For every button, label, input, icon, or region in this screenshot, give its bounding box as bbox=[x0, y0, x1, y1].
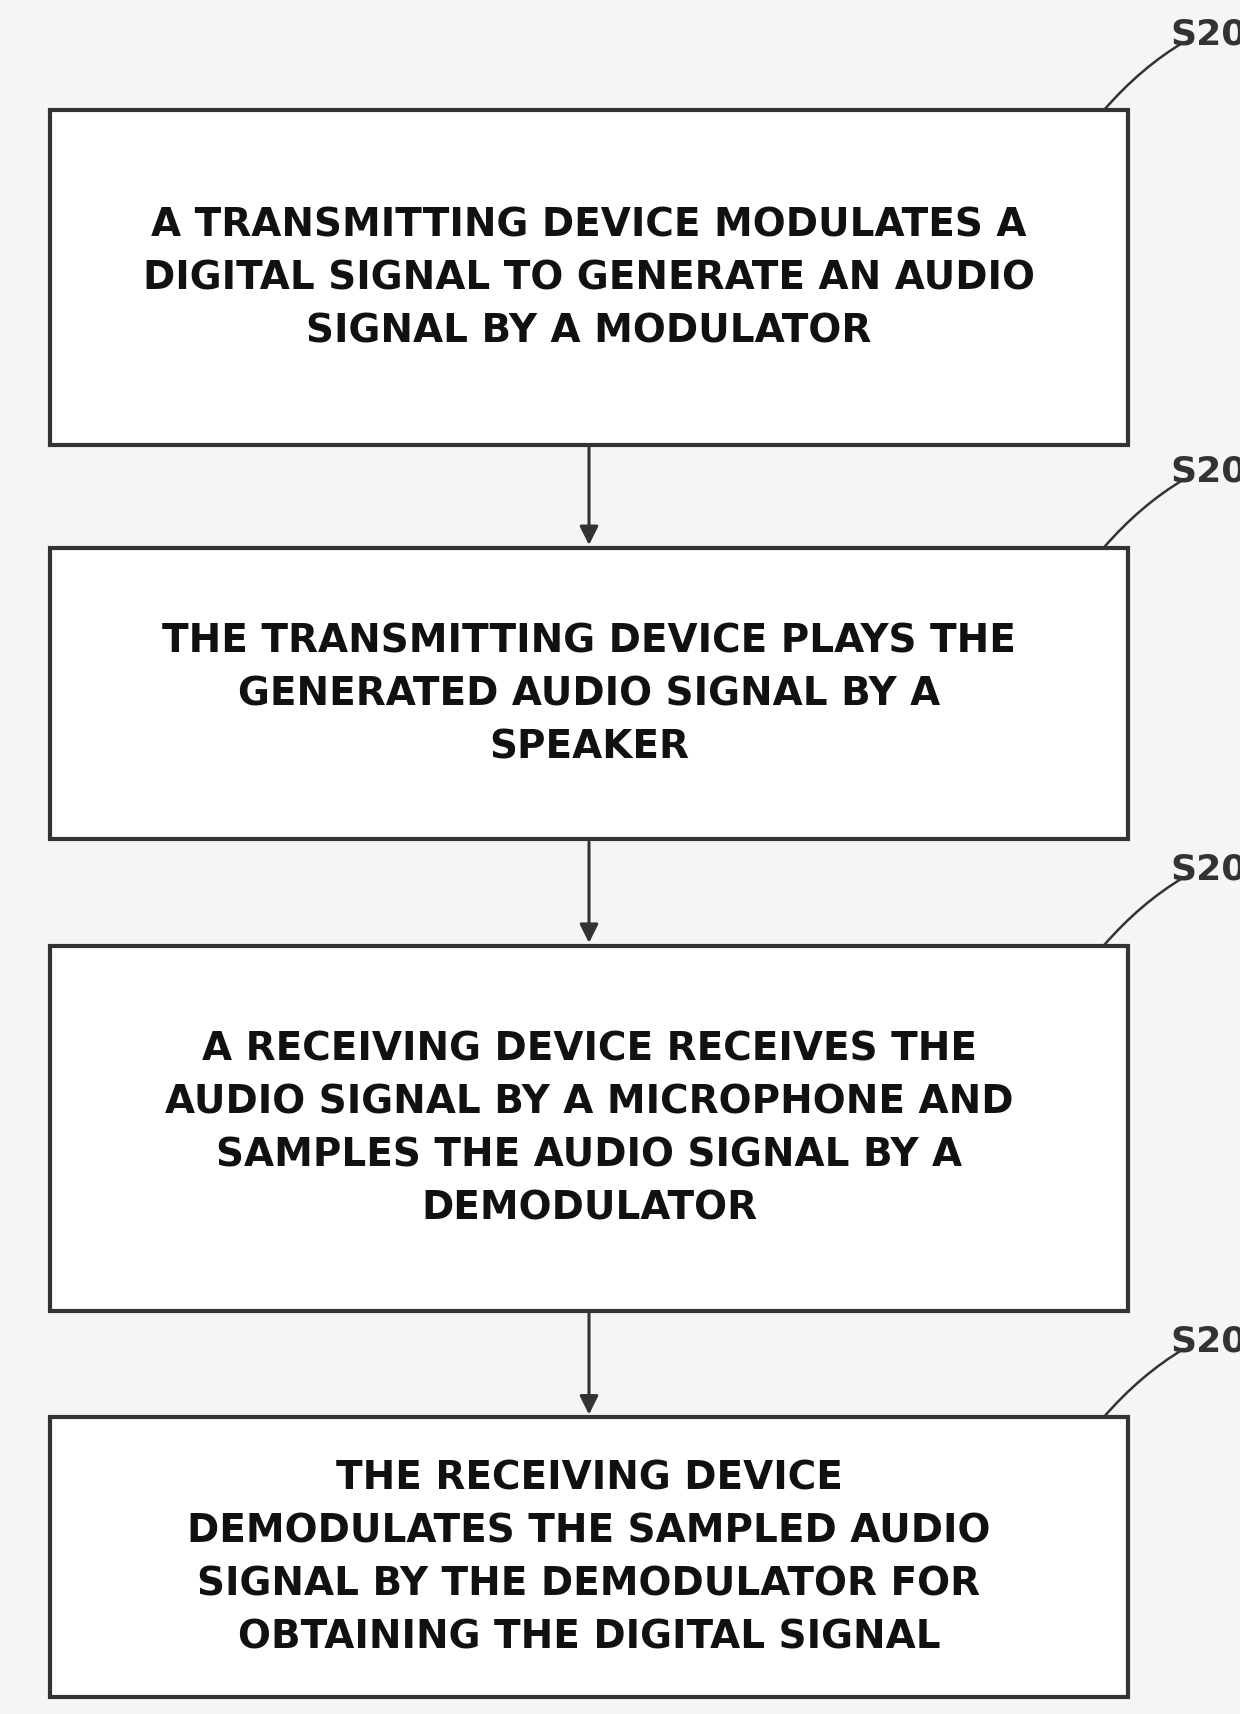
Text: S204: S204 bbox=[1171, 852, 1240, 886]
Bar bbox=[50, 946, 1128, 1311]
Bar bbox=[50, 548, 1128, 840]
Text: A RECEIVING DEVICE RECEIVES THE
AUDIO SIGNAL BY A MICROPHONE AND
SAMPLES THE AUD: A RECEIVING DEVICE RECEIVES THE AUDIO SI… bbox=[165, 1030, 1013, 1227]
Text: S206: S206 bbox=[1171, 1323, 1240, 1357]
Text: THE TRANSMITTING DEVICE PLAYS THE
GENERATED AUDIO SIGNAL BY A
SPEAKER: THE TRANSMITTING DEVICE PLAYS THE GENERA… bbox=[162, 622, 1016, 766]
Text: S200: S200 bbox=[1171, 17, 1240, 51]
Bar bbox=[50, 1417, 1128, 1697]
Text: THE RECEIVING DEVICE
DEMODULATES THE SAMPLED AUDIO
SIGNAL BY THE DEMODULATOR FOR: THE RECEIVING DEVICE DEMODULATES THE SAM… bbox=[187, 1459, 991, 1656]
Text: A TRANSMITTING DEVICE MODULATES A
DIGITAL SIGNAL TO GENERATE AN AUDIO
SIGNAL BY : A TRANSMITTING DEVICE MODULATES A DIGITA… bbox=[143, 207, 1035, 350]
Bar bbox=[50, 111, 1128, 446]
Text: S202: S202 bbox=[1171, 454, 1240, 488]
